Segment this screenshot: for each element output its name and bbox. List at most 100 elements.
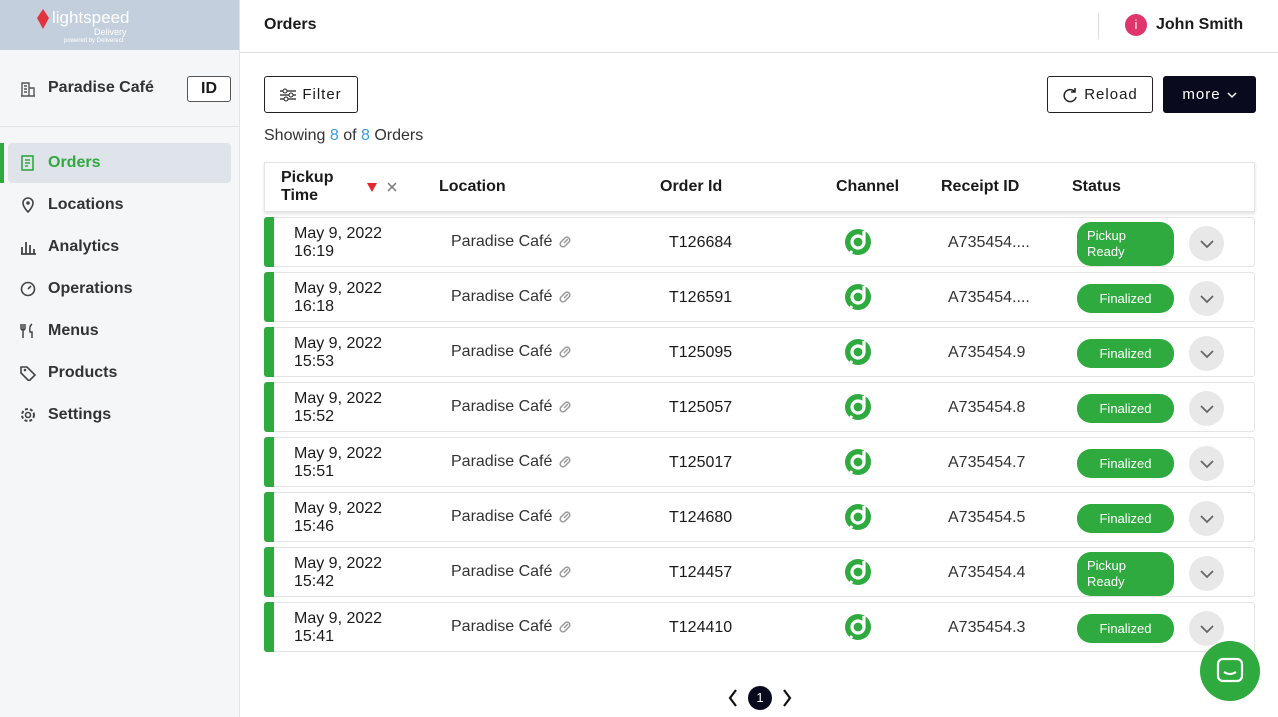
nav-item[interactable]: Operations — [8, 269, 231, 309]
user-name[interactable]: John Smith — [1156, 16, 1244, 33]
nav-icon — [22, 197, 34, 213]
pickup-time: 16:19 — [294, 243, 335, 260]
summary-shown: 8 — [329, 127, 339, 144]
chevron-down — [1200, 350, 1214, 359]
chat-button[interactable] — [1200, 641, 1260, 701]
nav-item[interactable]: Settings — [8, 395, 231, 435]
reload-button[interactable]: Reload — [1047, 76, 1153, 113]
channel-icon — [845, 614, 871, 641]
chat-icon — [1216, 657, 1244, 683]
nav-icon — [21, 408, 35, 422]
status-bar — [264, 217, 274, 267]
receipt-id: A735454.9 — [948, 344, 1026, 361]
status-pill: Finalized — [1077, 339, 1174, 368]
chevron-down — [1200, 570, 1214, 579]
order-row[interactable]: May 9, 2022 15:52 Paradise Café T125057 A735… — [264, 382, 1255, 432]
chevron-down — [1200, 625, 1214, 634]
chevron-down — [1200, 240, 1214, 249]
nav-item[interactable]: Locations — [8, 185, 231, 225]
column-header: Location — [439, 178, 506, 195]
nav-icon — [21, 242, 36, 255]
location: Paradise Café — [451, 453, 573, 471]
chevron-down — [1200, 295, 1214, 304]
order-id: T126591 — [669, 289, 733, 306]
expand-button[interactable] — [1189, 281, 1224, 316]
order-id: T125017 — [669, 454, 733, 471]
location-name[interactable]: Paradise Café — [451, 233, 553, 250]
status-bar — [264, 327, 274, 377]
pagination-arrows — [728, 689, 792, 707]
link-icon — [559, 621, 571, 633]
account-badge[interactable]: ID — [187, 76, 231, 102]
expand-button[interactable] — [1189, 446, 1224, 481]
expand-button[interactable] — [1189, 611, 1224, 646]
page-title: Orders — [264, 16, 317, 33]
location-name[interactable]: Paradise Café — [451, 508, 553, 525]
order-id: T126684 — [669, 234, 733, 251]
more-button[interactable]: more — [1163, 76, 1256, 113]
sort-icon[interactable] — [367, 183, 377, 192]
nav-label: Analytics — [48, 238, 120, 255]
channel-icon — [845, 339, 871, 366]
nav-icon — [20, 366, 36, 381]
clear-sort-icon[interactable] — [387, 182, 397, 192]
location-name[interactable]: Paradise Café — [451, 618, 553, 635]
location-name[interactable]: Paradise Café — [451, 343, 553, 360]
order-row[interactable]: May 9, 2022 15:42 Paradise Café T124457 A735… — [264, 547, 1255, 597]
link-icon — [559, 401, 571, 413]
location-name[interactable]: Paradise Café — [451, 288, 553, 305]
expand-button[interactable] — [1189, 336, 1224, 371]
location-name[interactable]: Paradise Café — [451, 453, 553, 470]
current-page[interactable]: 1 — [748, 686, 772, 710]
prev-page[interactable] — [728, 689, 737, 707]
link-icon — [559, 291, 571, 303]
expand-button[interactable] — [1189, 391, 1224, 426]
nav-label: Menus — [48, 322, 99, 339]
summary-total: 8 — [360, 127, 370, 144]
nav-item[interactable]: Orders — [8, 143, 231, 183]
order-id: T124680 — [669, 509, 733, 526]
status-pill: Finalized — [1077, 614, 1174, 643]
pickup-time: 15:53 — [294, 353, 335, 370]
expand-button[interactable] — [1189, 501, 1224, 536]
order-row[interactable]: May 9, 2022 15:53 Paradise Café T125095 A735… — [264, 327, 1255, 377]
expand-button[interactable] — [1189, 556, 1224, 591]
location-name[interactable]: Paradise Café — [451, 398, 553, 415]
location-name[interactable]: Paradise Café — [451, 563, 553, 580]
column-header: Receipt ID — [941, 178, 1020, 195]
logo-flame — [37, 9, 49, 29]
status-bar — [264, 602, 274, 652]
order-row[interactable]: May 9, 2022 15:51 Paradise Café T125017 A735… — [264, 437, 1255, 487]
status-pill: Pickup Ready — [1077, 222, 1174, 266]
nav-icon — [20, 323, 33, 338]
link-icon — [559, 511, 571, 523]
nav-label: Orders — [48, 154, 101, 171]
column-header: Pickup Time — [281, 169, 334, 204]
nav-icon — [21, 155, 34, 171]
filter-icon — [280, 88, 297, 101]
nav-item[interactable]: Products — [8, 353, 231, 393]
filter-label: Filter — [302, 86, 342, 103]
order-row[interactable]: May 9, 2022 15:41 Paradise Café T124410 A735… — [264, 602, 1255, 652]
user-avatar[interactable]: i — [1125, 14, 1147, 36]
order-row[interactable]: May 9, 2022 16:19 Paradise Café T126684 A735… — [264, 217, 1255, 267]
status-bar — [264, 547, 274, 597]
logo-brand: lightspeed — [52, 8, 130, 27]
order-row[interactable]: May 9, 2022 15:46 Paradise Café T124680 A735… — [264, 492, 1255, 542]
pickup-date: May 9, 2022 — [294, 500, 383, 517]
table-header: Pickup Time Location Order Id Channel Receip… — [264, 162, 1255, 212]
order-row[interactable]: May 9, 2022 16:18 Paradise Café T126591 A735… — [264, 272, 1255, 322]
summary-prefix: Showing — [264, 127, 326, 144]
chevron-down — [1200, 460, 1214, 469]
filter-button[interactable]: Filter — [264, 76, 358, 113]
nav-item[interactable]: Menus — [8, 311, 231, 351]
pickup-date: May 9, 2022 — [294, 445, 383, 462]
location: Paradise Café — [451, 508, 573, 526]
pickup-time: 15:46 — [294, 518, 335, 535]
location: Paradise Café — [451, 288, 573, 306]
expand-button[interactable] — [1189, 226, 1224, 261]
more-label: more — [1182, 86, 1221, 103]
channel-icon — [845, 284, 871, 311]
next-page[interactable] — [783, 689, 792, 707]
nav-item[interactable]: Analytics — [8, 227, 231, 267]
